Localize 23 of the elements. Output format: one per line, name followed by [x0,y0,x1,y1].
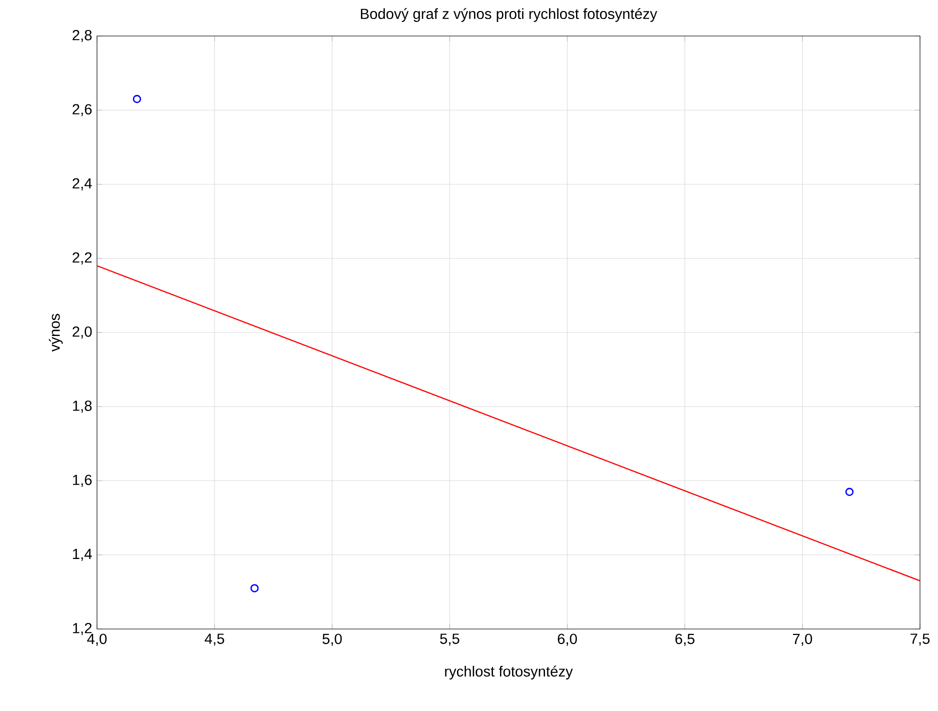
y-tick-label: 1,4 [73,548,92,561]
y-tick-label: 2,4 [72,178,92,190]
point [250,584,259,592]
x-tick-label: 7,0 [792,634,812,646]
chart-title: Bodový graf z výnos proti rychlost fotosyntézy [360,8,658,22]
x-tick-label: 7,5 [910,634,930,646]
y-axis-title: výnos [48,314,63,352]
x-tick-label: 4,0 [87,634,107,646]
x-tick-label: 6,5 [675,634,694,646]
y-tick-label: 2,6 [72,104,92,116]
y-tick-label: 1,2 [73,622,92,636]
x-tick-label: 5,5 [440,634,460,646]
y-tick-label: 2,2 [72,252,92,264]
x-tick-label: 5,0 [322,634,342,646]
y-tick-label: 1,8 [73,400,92,413]
y-tick-label: 1,6 [73,474,92,487]
x-axis-title: rychlost fotosyntézy [445,666,573,680]
x-tick-label: 6,0 [558,634,577,646]
point [845,488,854,496]
point [132,94,142,104]
x-tick-label: 4,5 [204,634,224,646]
y-tick-label: 2,0 [72,326,92,339]
y-tick-label: 2,8 [72,30,92,42]
